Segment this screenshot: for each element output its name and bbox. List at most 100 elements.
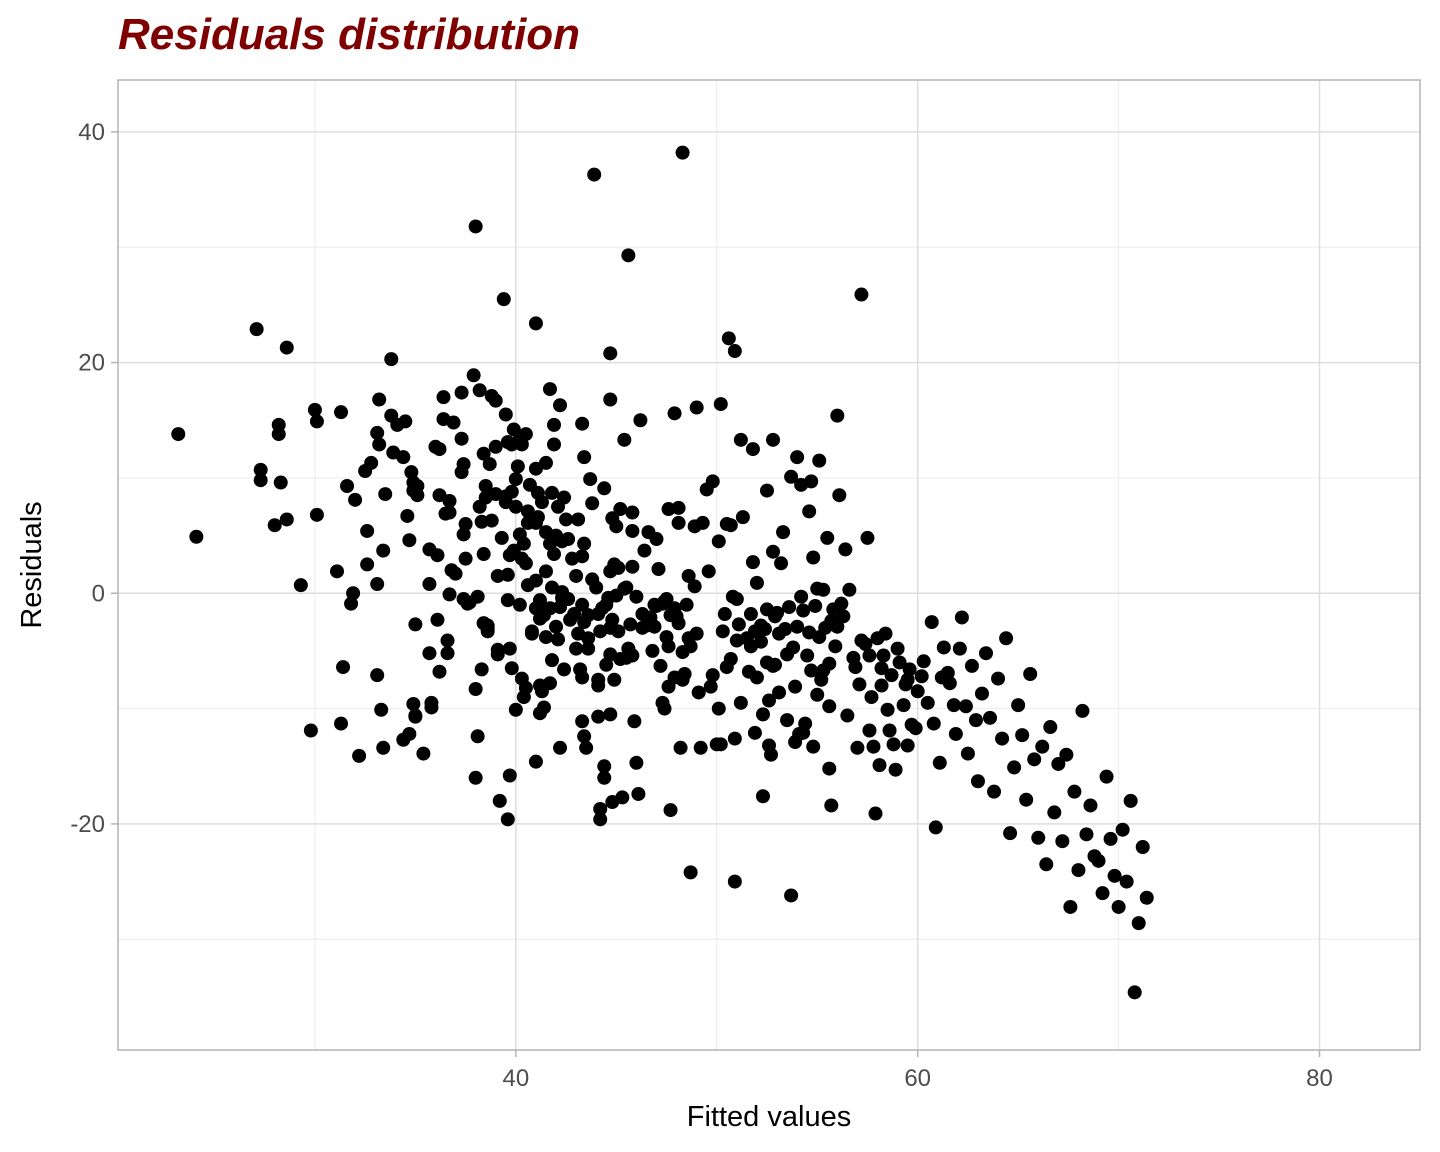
data-point (376, 543, 391, 558)
data-point (440, 633, 455, 648)
data-point (1051, 756, 1066, 771)
data-point (755, 707, 770, 722)
data-point (1035, 739, 1050, 754)
data-point (745, 555, 760, 570)
x-tick-label: 60 (904, 1065, 931, 1092)
data-point (667, 406, 682, 421)
data-point (530, 510, 545, 525)
data-point (1031, 830, 1046, 845)
data-point (691, 685, 706, 700)
data-point (683, 639, 698, 654)
data-point (802, 504, 817, 519)
data-point (979, 646, 993, 661)
data-point (774, 556, 789, 571)
data-point (542, 382, 557, 397)
data-point (850, 740, 865, 755)
data-point (970, 774, 985, 789)
data-point (910, 684, 925, 699)
data-point (687, 579, 702, 594)
data-point (784, 469, 799, 484)
panel-border (117, 79, 1421, 1051)
data-point (553, 398, 568, 413)
data-point (476, 547, 491, 562)
data-point (1027, 752, 1042, 767)
data-point (267, 518, 282, 533)
data-point (711, 534, 726, 549)
data-point (942, 676, 957, 691)
data-point (623, 617, 638, 632)
data-point (695, 515, 710, 530)
data-point (806, 739, 821, 754)
data-point (653, 658, 668, 673)
data-point (510, 459, 525, 474)
data-point (370, 668, 385, 683)
data-point (625, 523, 640, 538)
data-point (500, 812, 515, 827)
data-point (613, 502, 628, 517)
data-point (657, 701, 672, 716)
data-point (476, 446, 491, 461)
data-point (249, 322, 264, 337)
data-point (908, 721, 923, 736)
data-point (1003, 826, 1018, 841)
data-point (432, 442, 447, 457)
data-point (1111, 899, 1126, 914)
data-point (472, 383, 487, 398)
data-point (408, 709, 423, 724)
data-point (1055, 834, 1070, 849)
data-point (253, 462, 268, 477)
data-point (987, 784, 1002, 799)
data-point (804, 663, 819, 678)
data-point (874, 661, 889, 676)
data-point (649, 532, 664, 547)
data-point (790, 619, 805, 634)
data-point (500, 593, 515, 608)
x-tick-labels: 40 60 80 (502, 1065, 1332, 1092)
data-point (593, 812, 608, 827)
data-point (545, 485, 559, 500)
data-point (253, 473, 268, 488)
data-point (715, 624, 730, 639)
y-axis-title: Residuals (16, 501, 48, 628)
data-point (1039, 857, 1054, 872)
data-point (352, 748, 367, 763)
data-point (605, 612, 620, 627)
y-tick-label: 0 (92, 580, 105, 607)
data-point (569, 568, 584, 583)
data-point (946, 698, 961, 713)
data-point (402, 726, 417, 741)
data-point (516, 536, 531, 551)
data-point (854, 287, 869, 302)
data-point (597, 759, 612, 774)
data-point (1067, 784, 1082, 799)
data-point (334, 716, 349, 731)
data-point (876, 648, 891, 663)
data-point (629, 755, 644, 770)
data-point (816, 582, 831, 597)
data-point (784, 888, 799, 903)
data-point (974, 686, 989, 701)
data-point (508, 702, 523, 717)
data-point (864, 690, 879, 705)
data-point (659, 592, 674, 607)
data-point (822, 699, 837, 714)
data-point (766, 432, 781, 447)
data-point (673, 740, 688, 755)
data-point (189, 529, 204, 544)
data-point (874, 678, 889, 693)
data-point (617, 432, 632, 447)
x-tick-label: 80 (1306, 1065, 1333, 1092)
data-point (778, 622, 793, 637)
data-point (494, 530, 509, 545)
data-point (559, 512, 574, 527)
data-point (812, 453, 827, 468)
data-point (468, 219, 483, 234)
data-point (442, 493, 457, 508)
data-point (536, 700, 551, 715)
data-point (671, 515, 686, 530)
data-point (890, 641, 905, 656)
data-point (372, 392, 387, 407)
data-point (587, 167, 602, 182)
data-point (402, 533, 417, 548)
data-point (621, 248, 636, 263)
